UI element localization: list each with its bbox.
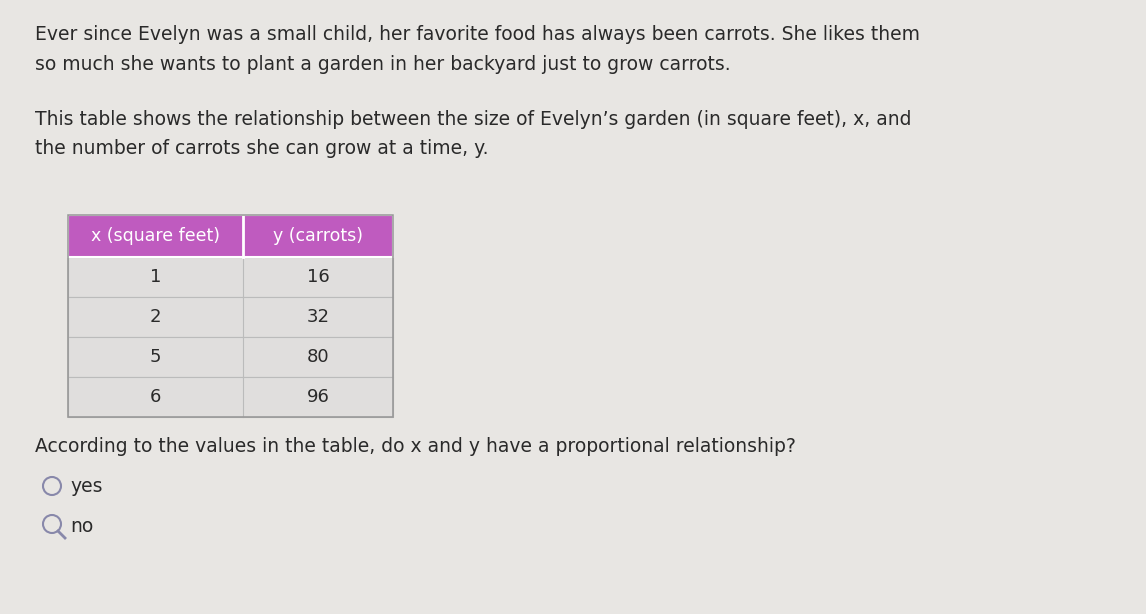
Text: 6: 6: [150, 388, 162, 406]
Text: According to the values in the table, do x and y have a proportional relationshi: According to the values in the table, do…: [36, 437, 795, 456]
Text: x (square feet): x (square feet): [91, 227, 220, 245]
Text: 1: 1: [150, 268, 162, 286]
FancyBboxPatch shape: [68, 297, 393, 337]
FancyBboxPatch shape: [68, 337, 393, 377]
Text: 32: 32: [306, 308, 330, 326]
Text: 16: 16: [307, 268, 329, 286]
Text: 2: 2: [150, 308, 162, 326]
Text: 96: 96: [307, 388, 329, 406]
FancyBboxPatch shape: [68, 257, 393, 297]
Text: This table shows the relationship between the size of Evelyn’s garden (in square: This table shows the relationship betwee…: [36, 110, 911, 158]
Text: 80: 80: [307, 348, 329, 366]
Text: 5: 5: [150, 348, 162, 366]
Text: yes: yes: [70, 476, 102, 495]
Text: Ever since Evelyn was a small child, her favorite food has always been carrots. : Ever since Evelyn was a small child, her…: [36, 25, 920, 74]
FancyBboxPatch shape: [68, 215, 393, 257]
Text: no: no: [70, 516, 93, 535]
Text: y (carrots): y (carrots): [273, 227, 363, 245]
FancyBboxPatch shape: [68, 377, 393, 417]
